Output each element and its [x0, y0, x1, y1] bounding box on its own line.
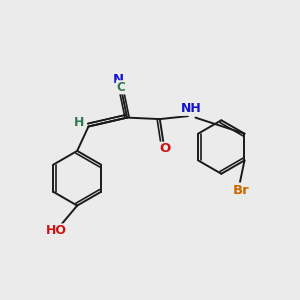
Text: C: C: [116, 81, 125, 94]
Text: H: H: [74, 116, 85, 129]
Text: NH: NH: [181, 102, 201, 115]
Text: Br: Br: [232, 184, 249, 196]
Text: N: N: [112, 74, 124, 86]
Text: O: O: [159, 142, 170, 155]
Text: HO: HO: [46, 224, 67, 237]
